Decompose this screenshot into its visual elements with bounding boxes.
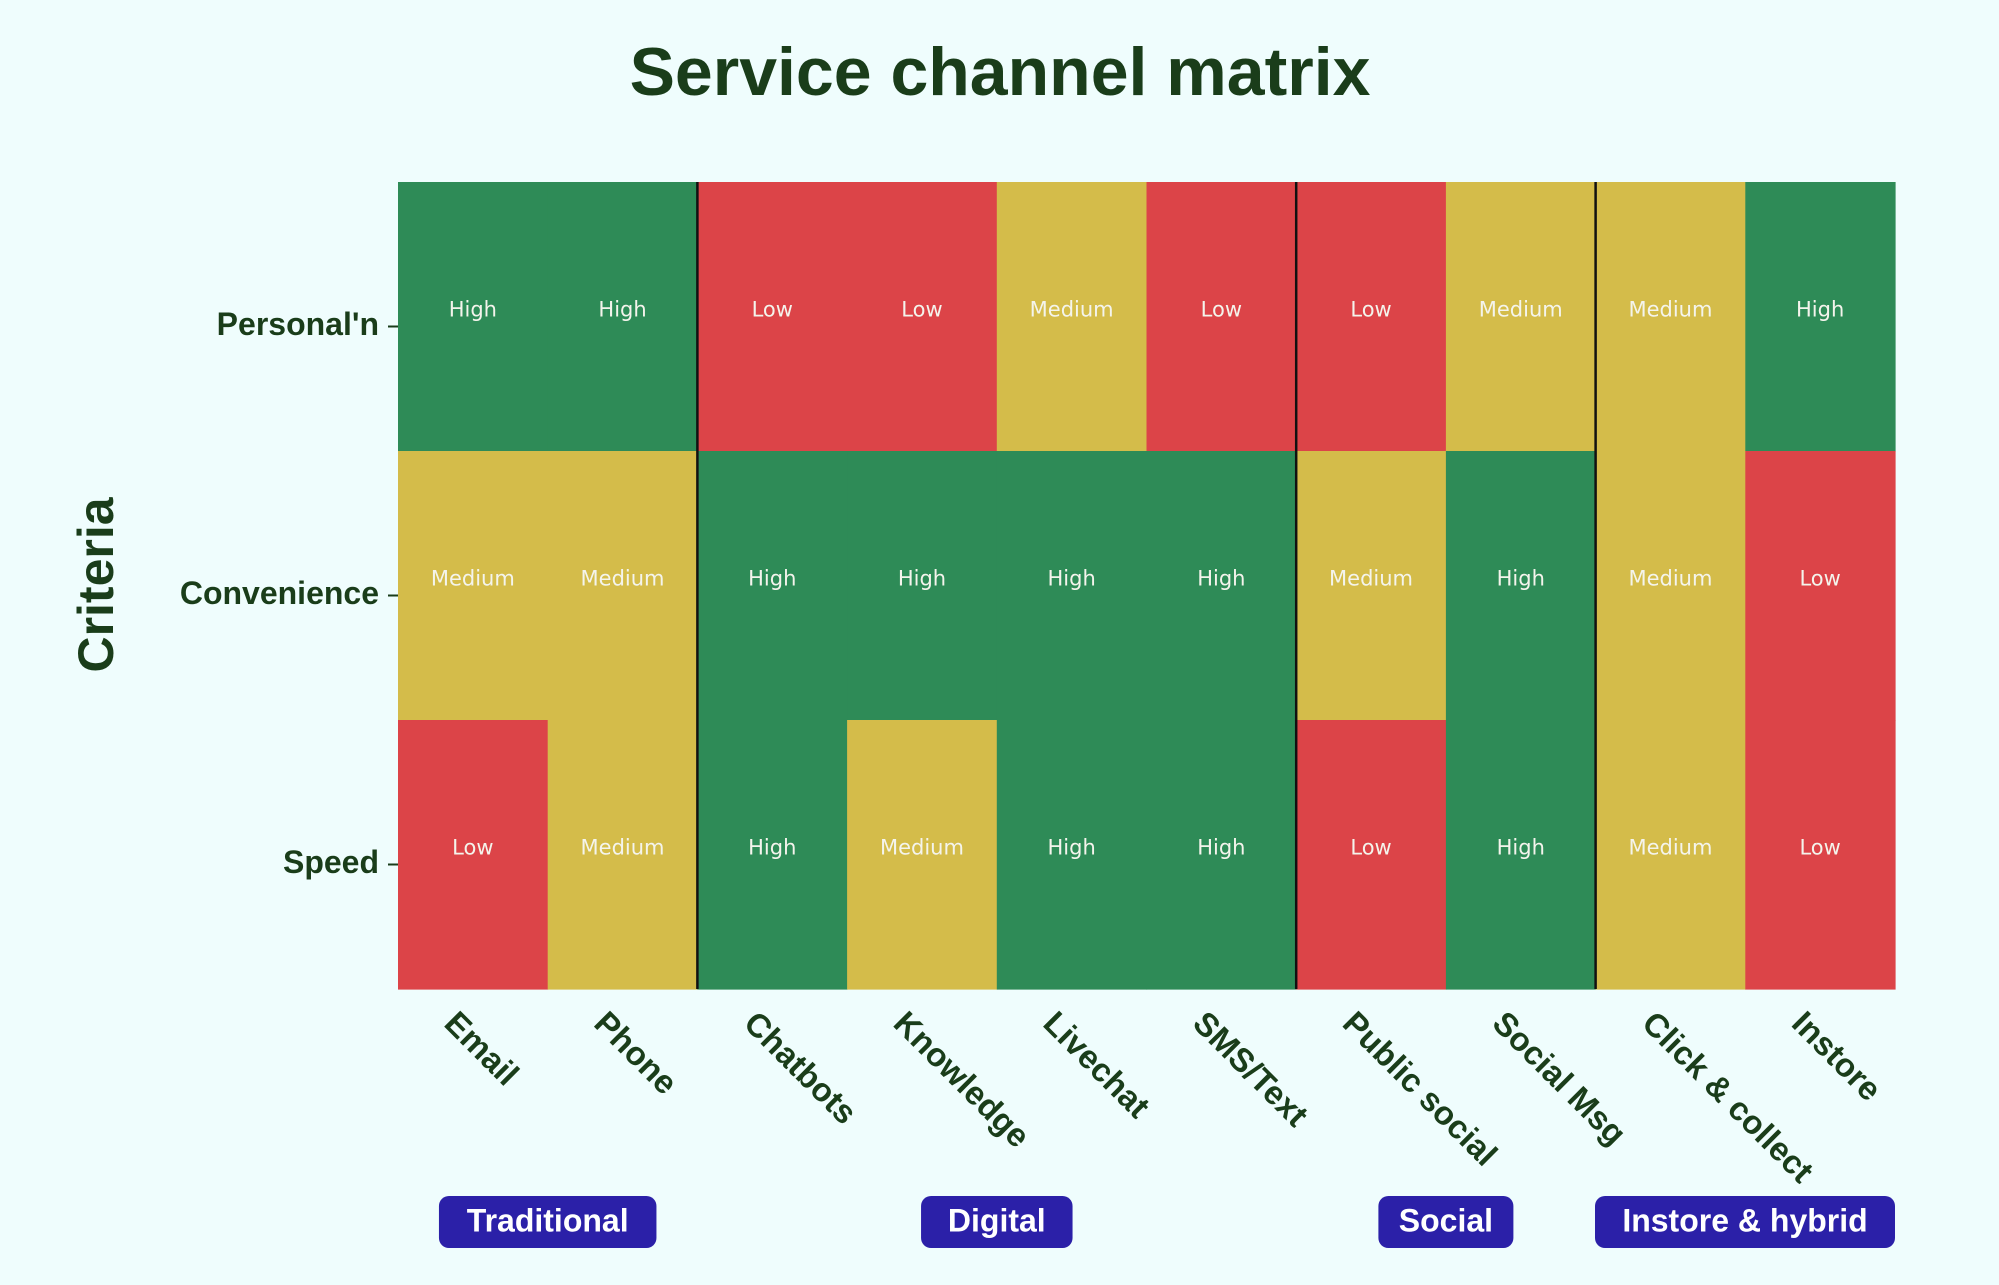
heatmap-cell-convenience-knowledge (847, 451, 998, 721)
column-label-chatbots: Chatbots (737, 1004, 864, 1131)
cell-value-label: Medium (581, 567, 665, 591)
row-label-personal-n: Personal'n (217, 306, 379, 342)
heatmap-cell-speed-chatbots (697, 720, 848, 990)
column-label-email: Email (438, 1004, 526, 1092)
cell-value-label: High (898, 567, 946, 591)
cell-value-label: Medium (1628, 567, 1712, 591)
cell-value-label: Medium (1479, 298, 1563, 322)
heatmap-cell-speed-public-social (1296, 720, 1447, 990)
cell-value-label: High (1048, 567, 1096, 591)
heatmap-cell-speed-click-collect (1595, 720, 1746, 990)
cell-value-label: High (449, 298, 497, 322)
group-badge-social (1378, 1196, 1514, 1248)
group-badges: Traditional Digital Social Instore & hybrid (438, 1196, 1895, 1248)
heatmap-cell-personal-n-instore (1745, 182, 1896, 452)
cell-value-label: High (1197, 567, 1245, 591)
column-label-sms-text: SMS/Text (1186, 1004, 1315, 1133)
heatmap-cell-speed-social-msg (1445, 720, 1597, 990)
row-labels: Personal'n Convenience Speed (180, 306, 398, 880)
group-badge-digital (921, 1196, 1073, 1248)
heatmap-cell-personal-n-sms-text (1146, 182, 1297, 452)
cell-value-label: Medium (1628, 298, 1712, 322)
heatmap-cell-convenience-livechat (996, 451, 1148, 721)
heatmap-cell-personal-n-social-msg (1445, 182, 1597, 452)
cell-value-label: Low (1799, 836, 1840, 860)
heatmap-cell-convenience-phone (547, 451, 698, 721)
heatmap-cell-convenience-instore (1745, 451, 1896, 721)
chart-title: Service channel matrix (630, 34, 1371, 110)
heatmap-cell-personal-n-click-collect (1595, 182, 1746, 452)
column-label-livechat: Livechat (1037, 1004, 1158, 1125)
cell-value-label: Low (1799, 567, 1840, 591)
group-dividers (696, 182, 1597, 989)
group-badge-label: Instore & hybrid (1622, 1202, 1867, 1238)
heatmap-cell-personal-n-phone (547, 182, 698, 452)
heatmap-cell-personal-n-livechat (996, 182, 1148, 452)
column-label-social-msg: Social Msg (1486, 1004, 1634, 1152)
column-label-phone: Phone (587, 1004, 684, 1101)
group-badge-label: Social (1399, 1202, 1493, 1238)
heatmap-cell-speed-sms-text (1146, 720, 1297, 990)
row-label-convenience: Convenience (180, 575, 379, 611)
heatmap-cell-personal-n-knowledge (847, 182, 998, 452)
heatmap-cell-speed-email (398, 720, 549, 990)
heatmap-cell-speed-livechat (996, 720, 1148, 990)
heatmap-cell-speed-knowledge (847, 720, 998, 990)
cell-value-label: Medium (1628, 836, 1712, 860)
column-labels: Email Phone Chatbots Knowledge Livechat SMS/T… (438, 1004, 1889, 1190)
cell-value-label: High (1796, 298, 1844, 322)
cell-value-label: High (748, 567, 796, 591)
cell-value-label: Low (1350, 836, 1391, 860)
cell-value-label: Low (1201, 298, 1242, 322)
column-label-instore: Instore (1785, 1004, 1889, 1108)
cell-value-label: Medium (1030, 298, 1114, 322)
cell-value-label: Medium (431, 567, 515, 591)
cell-value-label: High (1197, 836, 1245, 860)
cell-value-label: High (1048, 836, 1096, 860)
cell-value-label: Low (452, 836, 493, 860)
heatmap-cell-convenience-email (398, 451, 549, 721)
cell-value-label: High (1497, 567, 1545, 591)
cell-value-label: Low (1350, 298, 1391, 322)
row-label-speed: Speed (283, 844, 379, 880)
heatmap-cell-convenience-chatbots (697, 451, 848, 721)
cell-value-label: High (598, 298, 646, 322)
group-badge-traditional (438, 1196, 657, 1248)
cell-value-label: Medium (880, 836, 964, 860)
heatmap-cell-speed-instore (1745, 720, 1896, 990)
group-badge-instore-hybrid (1595, 1196, 1895, 1248)
cell-value-label: Medium (1329, 567, 1413, 591)
heatmap-cell-convenience-sms-text (1146, 451, 1297, 721)
cell-value-label: Low (901, 298, 942, 322)
y-axis-label: Criteria (68, 496, 124, 672)
column-label-public-social: Public social (1336, 1004, 1505, 1173)
heatmap-cell-personal-n-public-social (1296, 182, 1447, 452)
heatmap-cell-convenience-social-msg (1445, 451, 1597, 721)
group-badge-label: Traditional (467, 1202, 629, 1238)
cell-value-label: High (748, 836, 796, 860)
cell-value-label: High (1497, 836, 1545, 860)
heatmap-cell-convenience-click-collect (1595, 451, 1746, 721)
heatmap-cell-speed-phone (547, 720, 698, 990)
heatmap-cell-personal-n-chatbots (697, 182, 848, 452)
cell-value-label: Low (752, 298, 793, 322)
group-badge-label: Digital (948, 1202, 1046, 1238)
column-label-knowledge: Knowledge (887, 1004, 1038, 1155)
heatmap-cells: High High Low Low Medium Low Low Medium Medium Hi… (398, 182, 1896, 990)
heatmap-cell-convenience-public-social (1296, 451, 1447, 721)
cell-value-label: Medium (581, 836, 665, 860)
heatmap-cell-personal-n-email (398, 182, 549, 452)
